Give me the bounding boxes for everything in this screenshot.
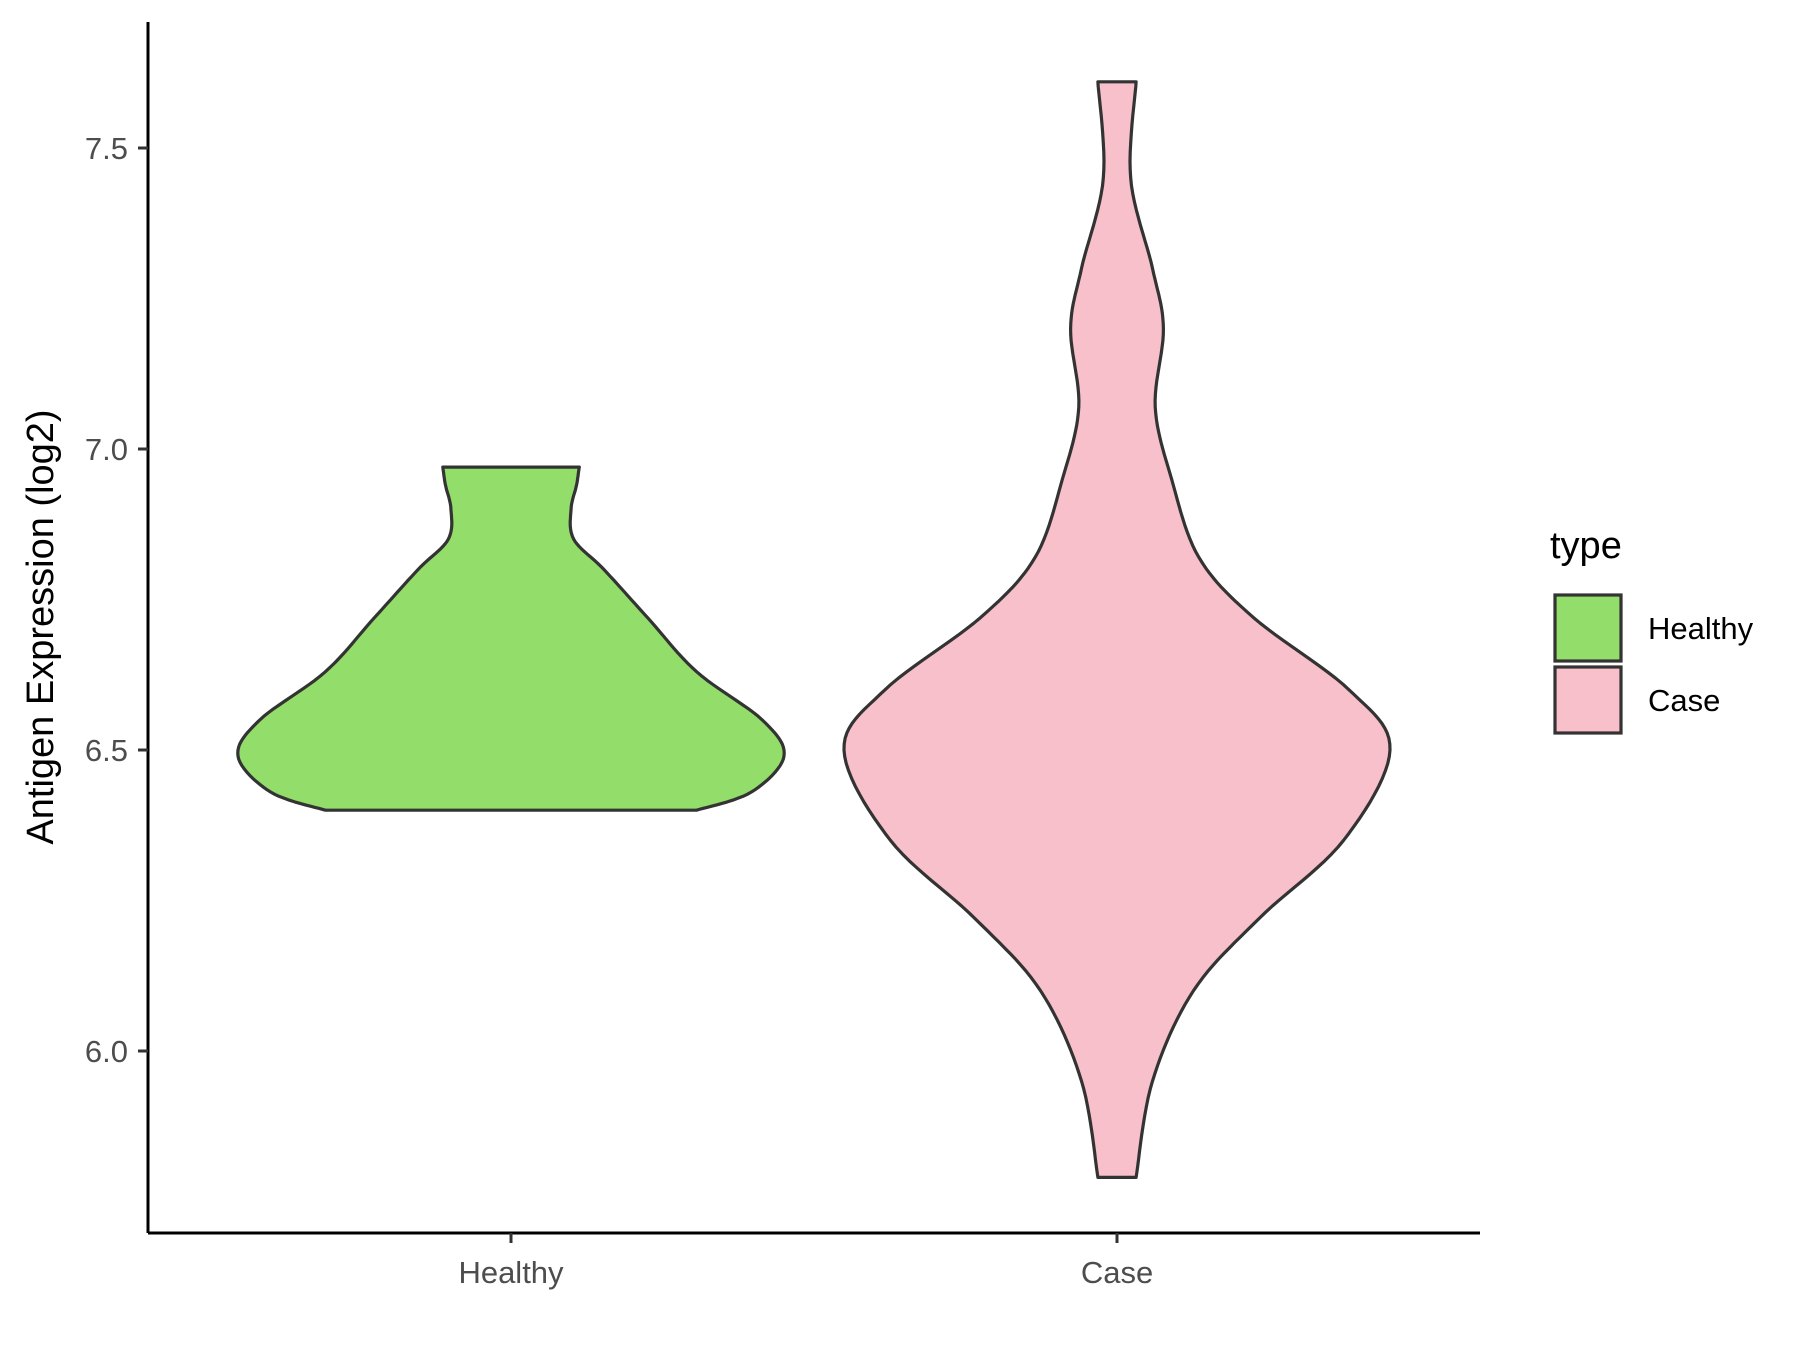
violin-healthy [236, 465, 786, 812]
x-axis-ticks: Healthy Case [458, 1233, 1153, 1290]
x-tick-label: Healthy [458, 1255, 564, 1290]
y-tick-label: 7.0 [85, 432, 128, 467]
legend: Healthy Case [1553, 593, 1754, 735]
y-axis-title: Antigen Expression (log2) [20, 409, 62, 844]
y-tick-label: 6.0 [85, 1034, 128, 1069]
legend-label-healthy: Healthy [1648, 611, 1754, 646]
y-tick-label: 7.5 [85, 131, 128, 166]
legend-swatch-case [1553, 665, 1623, 735]
legend-label-case: Case [1648, 683, 1720, 718]
x-tick-label: Case [1081, 1255, 1153, 1290]
y-tick-label: 6.5 [85, 733, 128, 768]
y-axis-ticks: 6.0 6.5 7.0 7.5 [85, 131, 148, 1069]
legend-swatch-healthy [1553, 593, 1623, 663]
legend-title: type [1550, 525, 1622, 567]
violins-group [236, 80, 1392, 1179]
violin-case [842, 80, 1392, 1179]
